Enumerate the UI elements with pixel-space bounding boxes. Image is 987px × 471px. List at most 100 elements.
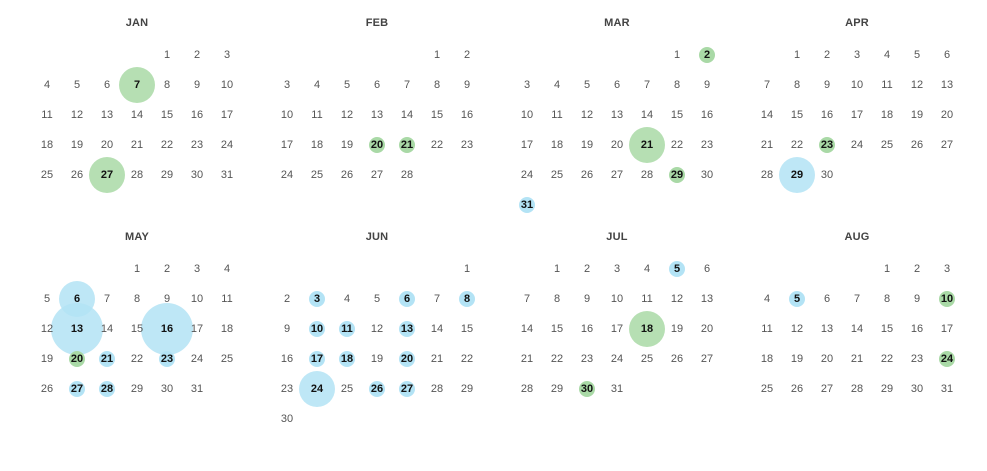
day-cell[interactable]: 30 bbox=[190, 169, 204, 181]
day-cell[interactable]: 1 bbox=[433, 49, 441, 61]
day-cell[interactable]: 3 bbox=[523, 79, 531, 91]
day-cell[interactable]: 13 bbox=[610, 109, 624, 121]
day-cell[interactable]: 24 bbox=[280, 169, 294, 181]
day-cell[interactable]: 28 bbox=[130, 169, 144, 181]
day-cell[interactable]: 28 bbox=[520, 383, 534, 395]
day-cell[interactable]: 27 bbox=[820, 383, 834, 395]
day-cell[interactable]: 29 bbox=[790, 169, 804, 181]
day-cell[interactable]: 4 bbox=[313, 79, 321, 91]
day-cell[interactable]: 8 bbox=[163, 79, 171, 91]
day-cell[interactable]: 14 bbox=[430, 323, 444, 335]
day-cell[interactable]: 9 bbox=[583, 293, 591, 305]
day-cell[interactable]: 2 bbox=[193, 49, 201, 61]
day-cell[interactable]: 10 bbox=[310, 323, 324, 335]
day-cell[interactable]: 7 bbox=[643, 79, 651, 91]
day-cell[interactable]: 6 bbox=[943, 49, 951, 61]
day-cell[interactable]: 25 bbox=[550, 169, 564, 181]
day-cell[interactable]: 20 bbox=[700, 323, 714, 335]
day-cell[interactable]: 6 bbox=[373, 79, 381, 91]
day-cell[interactable]: 20 bbox=[370, 139, 384, 151]
day-cell[interactable]: 25 bbox=[880, 139, 894, 151]
day-cell[interactable]: 19 bbox=[580, 139, 594, 151]
day-cell[interactable]: 28 bbox=[850, 383, 864, 395]
day-cell[interactable]: 15 bbox=[160, 109, 174, 121]
day-cell[interactable]: 11 bbox=[221, 293, 233, 305]
day-cell[interactable]: 1 bbox=[133, 263, 141, 275]
day-cell[interactable]: 13 bbox=[820, 323, 834, 335]
day-cell[interactable]: 27 bbox=[400, 383, 414, 395]
day-cell[interactable]: 29 bbox=[130, 383, 144, 395]
day-cell[interactable]: 21 bbox=[640, 139, 654, 151]
day-cell[interactable]: 26 bbox=[790, 383, 804, 395]
day-cell[interactable]: 21 bbox=[100, 353, 114, 365]
day-cell[interactable]: 31 bbox=[520, 199, 534, 211]
day-cell[interactable]: 24 bbox=[850, 139, 864, 151]
day-cell[interactable]: 29 bbox=[670, 169, 684, 181]
day-cell[interactable]: 13 bbox=[370, 109, 384, 121]
day-cell[interactable]: 23 bbox=[460, 139, 474, 151]
day-cell[interactable]: 9 bbox=[463, 79, 471, 91]
day-cell[interactable]: 3 bbox=[313, 293, 321, 305]
day-cell[interactable]: 13 bbox=[100, 109, 114, 121]
day-cell[interactable]: 30 bbox=[280, 413, 294, 425]
day-cell[interactable]: 17 bbox=[610, 323, 624, 335]
day-cell[interactable]: 17 bbox=[520, 139, 534, 151]
day-cell[interactable]: 5 bbox=[913, 49, 921, 61]
day-cell[interactable]: 26 bbox=[40, 383, 54, 395]
day-cell[interactable]: 14 bbox=[100, 323, 114, 335]
day-cell[interactable]: 26 bbox=[370, 383, 384, 395]
day-cell[interactable]: 10 bbox=[850, 79, 864, 91]
day-cell[interactable]: 27 bbox=[370, 169, 384, 181]
day-cell[interactable]: 25 bbox=[310, 169, 324, 181]
day-cell[interactable]: 26 bbox=[70, 169, 84, 181]
day-cell[interactable]: 23 bbox=[910, 353, 924, 365]
day-cell[interactable]: 26 bbox=[340, 169, 354, 181]
day-cell[interactable]: 7 bbox=[523, 293, 531, 305]
day-cell[interactable]: 21 bbox=[850, 353, 864, 365]
day-cell[interactable]: 18 bbox=[310, 139, 324, 151]
day-cell[interactable]: 19 bbox=[340, 139, 354, 151]
day-cell[interactable]: 7 bbox=[103, 293, 111, 305]
day-cell[interactable]: 8 bbox=[673, 79, 681, 91]
day-cell[interactable]: 1 bbox=[463, 263, 471, 275]
day-cell[interactable]: 25 bbox=[220, 353, 234, 365]
day-cell[interactable]: 16 bbox=[190, 109, 204, 121]
day-cell[interactable]: 6 bbox=[73, 293, 81, 305]
day-cell[interactable]: 28 bbox=[100, 383, 114, 395]
day-cell[interactable]: 3 bbox=[613, 263, 621, 275]
day-cell[interactable]: 9 bbox=[193, 79, 201, 91]
day-cell[interactable]: 5 bbox=[673, 263, 681, 275]
day-cell[interactable]: 31 bbox=[610, 383, 624, 395]
day-cell[interactable]: 29 bbox=[160, 169, 174, 181]
day-cell[interactable]: 15 bbox=[670, 109, 684, 121]
day-cell[interactable]: 8 bbox=[883, 293, 891, 305]
day-cell[interactable]: 10 bbox=[940, 293, 954, 305]
day-cell[interactable]: 13 bbox=[70, 323, 84, 335]
day-cell[interactable]: 9 bbox=[823, 79, 831, 91]
day-cell[interactable]: 19 bbox=[910, 109, 924, 121]
day-cell[interactable]: 11 bbox=[761, 323, 773, 335]
day-cell[interactable]: 4 bbox=[883, 49, 891, 61]
day-cell[interactable]: 10 bbox=[220, 79, 234, 91]
day-cell[interactable]: 20 bbox=[940, 109, 954, 121]
day-cell[interactable]: 9 bbox=[703, 79, 711, 91]
day-cell[interactable]: 14 bbox=[400, 109, 414, 121]
day-cell[interactable]: 12 bbox=[70, 109, 84, 121]
day-cell[interactable]: 4 bbox=[643, 263, 651, 275]
day-cell[interactable]: 16 bbox=[280, 353, 294, 365]
day-cell[interactable]: 11 bbox=[311, 109, 323, 121]
day-cell[interactable]: 7 bbox=[403, 79, 411, 91]
day-cell[interactable]: 22 bbox=[670, 139, 684, 151]
day-cell[interactable]: 15 bbox=[790, 109, 804, 121]
day-cell[interactable]: 21 bbox=[130, 139, 144, 151]
day-cell[interactable]: 10 bbox=[520, 109, 534, 121]
day-cell[interactable]: 18 bbox=[880, 109, 894, 121]
day-cell[interactable]: 12 bbox=[910, 79, 924, 91]
day-cell[interactable]: 23 bbox=[160, 353, 174, 365]
day-cell[interactable]: 11 bbox=[341, 323, 353, 335]
day-cell[interactable]: 5 bbox=[373, 293, 381, 305]
day-cell[interactable]: 1 bbox=[793, 49, 801, 61]
day-cell[interactable]: 21 bbox=[760, 139, 774, 151]
day-cell[interactable]: 9 bbox=[913, 293, 921, 305]
day-cell[interactable]: 8 bbox=[553, 293, 561, 305]
